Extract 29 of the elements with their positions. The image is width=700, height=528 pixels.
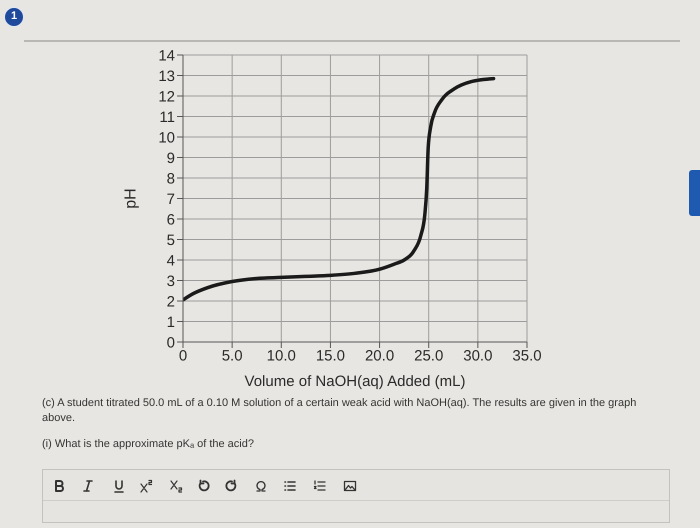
y-tick-label: 8 (166, 170, 175, 188)
y-tick-label: 13 (158, 68, 175, 85)
y-tick-label: 5 (166, 232, 175, 249)
y-tick-label: 11 (159, 108, 175, 126)
y-tick-label: 6 (166, 211, 175, 228)
x-tick-label: 15.0 (316, 348, 346, 365)
x-tick-label: 30.0 (463, 348, 492, 365)
y-tick-label: 9 (166, 150, 175, 167)
x-tick-label: 25.0 (414, 348, 444, 365)
text: (c) A student titrated 50.0 mL of a 0.10 M solution of a certain weak acid with NaOH(aq). The results are given in the graph above. (42, 396, 638, 426)
x-tick-label: 5.0 (222, 348, 243, 365)
y-tick-label: 10 (158, 129, 175, 146)
y-tick-label: 2 (166, 293, 175, 310)
y-tick-label: 0 (166, 334, 175, 352)
x-axis-title: Volume of NaOH(aq) Added (mL) (244, 373, 466, 390)
x-tick-label: 35.0 (512, 348, 542, 365)
number-badge: 1 (4, 7, 24, 27)
text: (i) What is the approximate pKₐ of the acid? (42, 437, 255, 452)
y-tick-label: 7 (166, 190, 175, 208)
y-axis-title: pH (122, 188, 140, 209)
y-tick-label: 4 (166, 252, 175, 270)
y-tick-label: 12 (158, 88, 175, 106)
x-tick-label: 20.0 (364, 348, 394, 365)
y-tick-label: 3 (166, 272, 175, 290)
y-tick-label: 14 (158, 47, 175, 64)
x-tick-label: 10.0 (266, 348, 296, 365)
line-series (183, 76, 496, 302)
x-tick-label: 0 (178, 348, 188, 365)
y-tick-label: 1 (166, 314, 175, 331)
